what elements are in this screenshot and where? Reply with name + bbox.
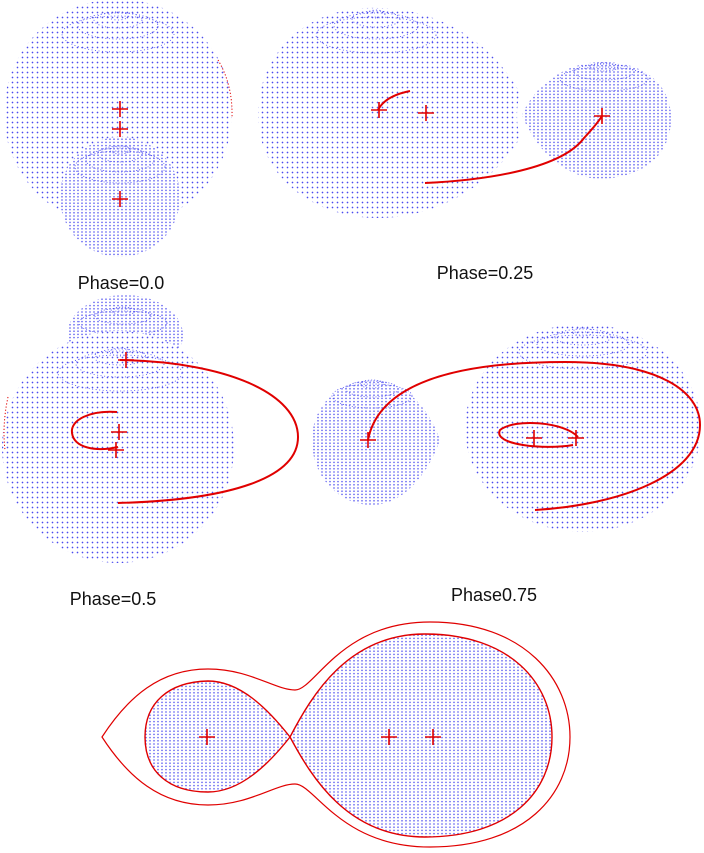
orbit-phase-075 xyxy=(367,360,702,511)
primary-star-phase-0 xyxy=(4,0,233,227)
phase-label-075: Phase0.75 xyxy=(451,585,537,605)
primary-lobe-fill xyxy=(289,633,553,838)
center-markers-phase-075 xyxy=(360,430,584,448)
panel-phase-025: Phase=0.25 xyxy=(258,7,671,283)
phase-label-05: Phase=0.5 xyxy=(70,589,157,609)
primary-star-phase-075 xyxy=(465,324,701,532)
phase-label-0: Phase=0.0 xyxy=(78,273,165,293)
orbit-phase-05 xyxy=(70,359,300,504)
primary-star-phase-025 xyxy=(258,7,520,219)
secondary-star-phase-075 xyxy=(312,379,440,505)
secondary-star-phase-025 xyxy=(522,62,671,179)
phase-label-025: Phase=0.25 xyxy=(437,263,534,283)
outer-roche-contour xyxy=(101,621,571,848)
center-markers-phase-05 xyxy=(108,352,134,458)
center-markers-roche xyxy=(199,729,441,745)
center-markers-phase-0 xyxy=(112,101,128,207)
roche-lobe-panel xyxy=(101,621,571,848)
panel-phase-0: Phase=0.0 xyxy=(4,0,233,293)
center-markers-phase-025 xyxy=(371,102,610,124)
panel-phase-075: Phase0.75 xyxy=(312,324,702,605)
panel-phase-05: Phase=0.5 xyxy=(2,295,300,609)
secondary-lobe-fill xyxy=(144,680,291,793)
